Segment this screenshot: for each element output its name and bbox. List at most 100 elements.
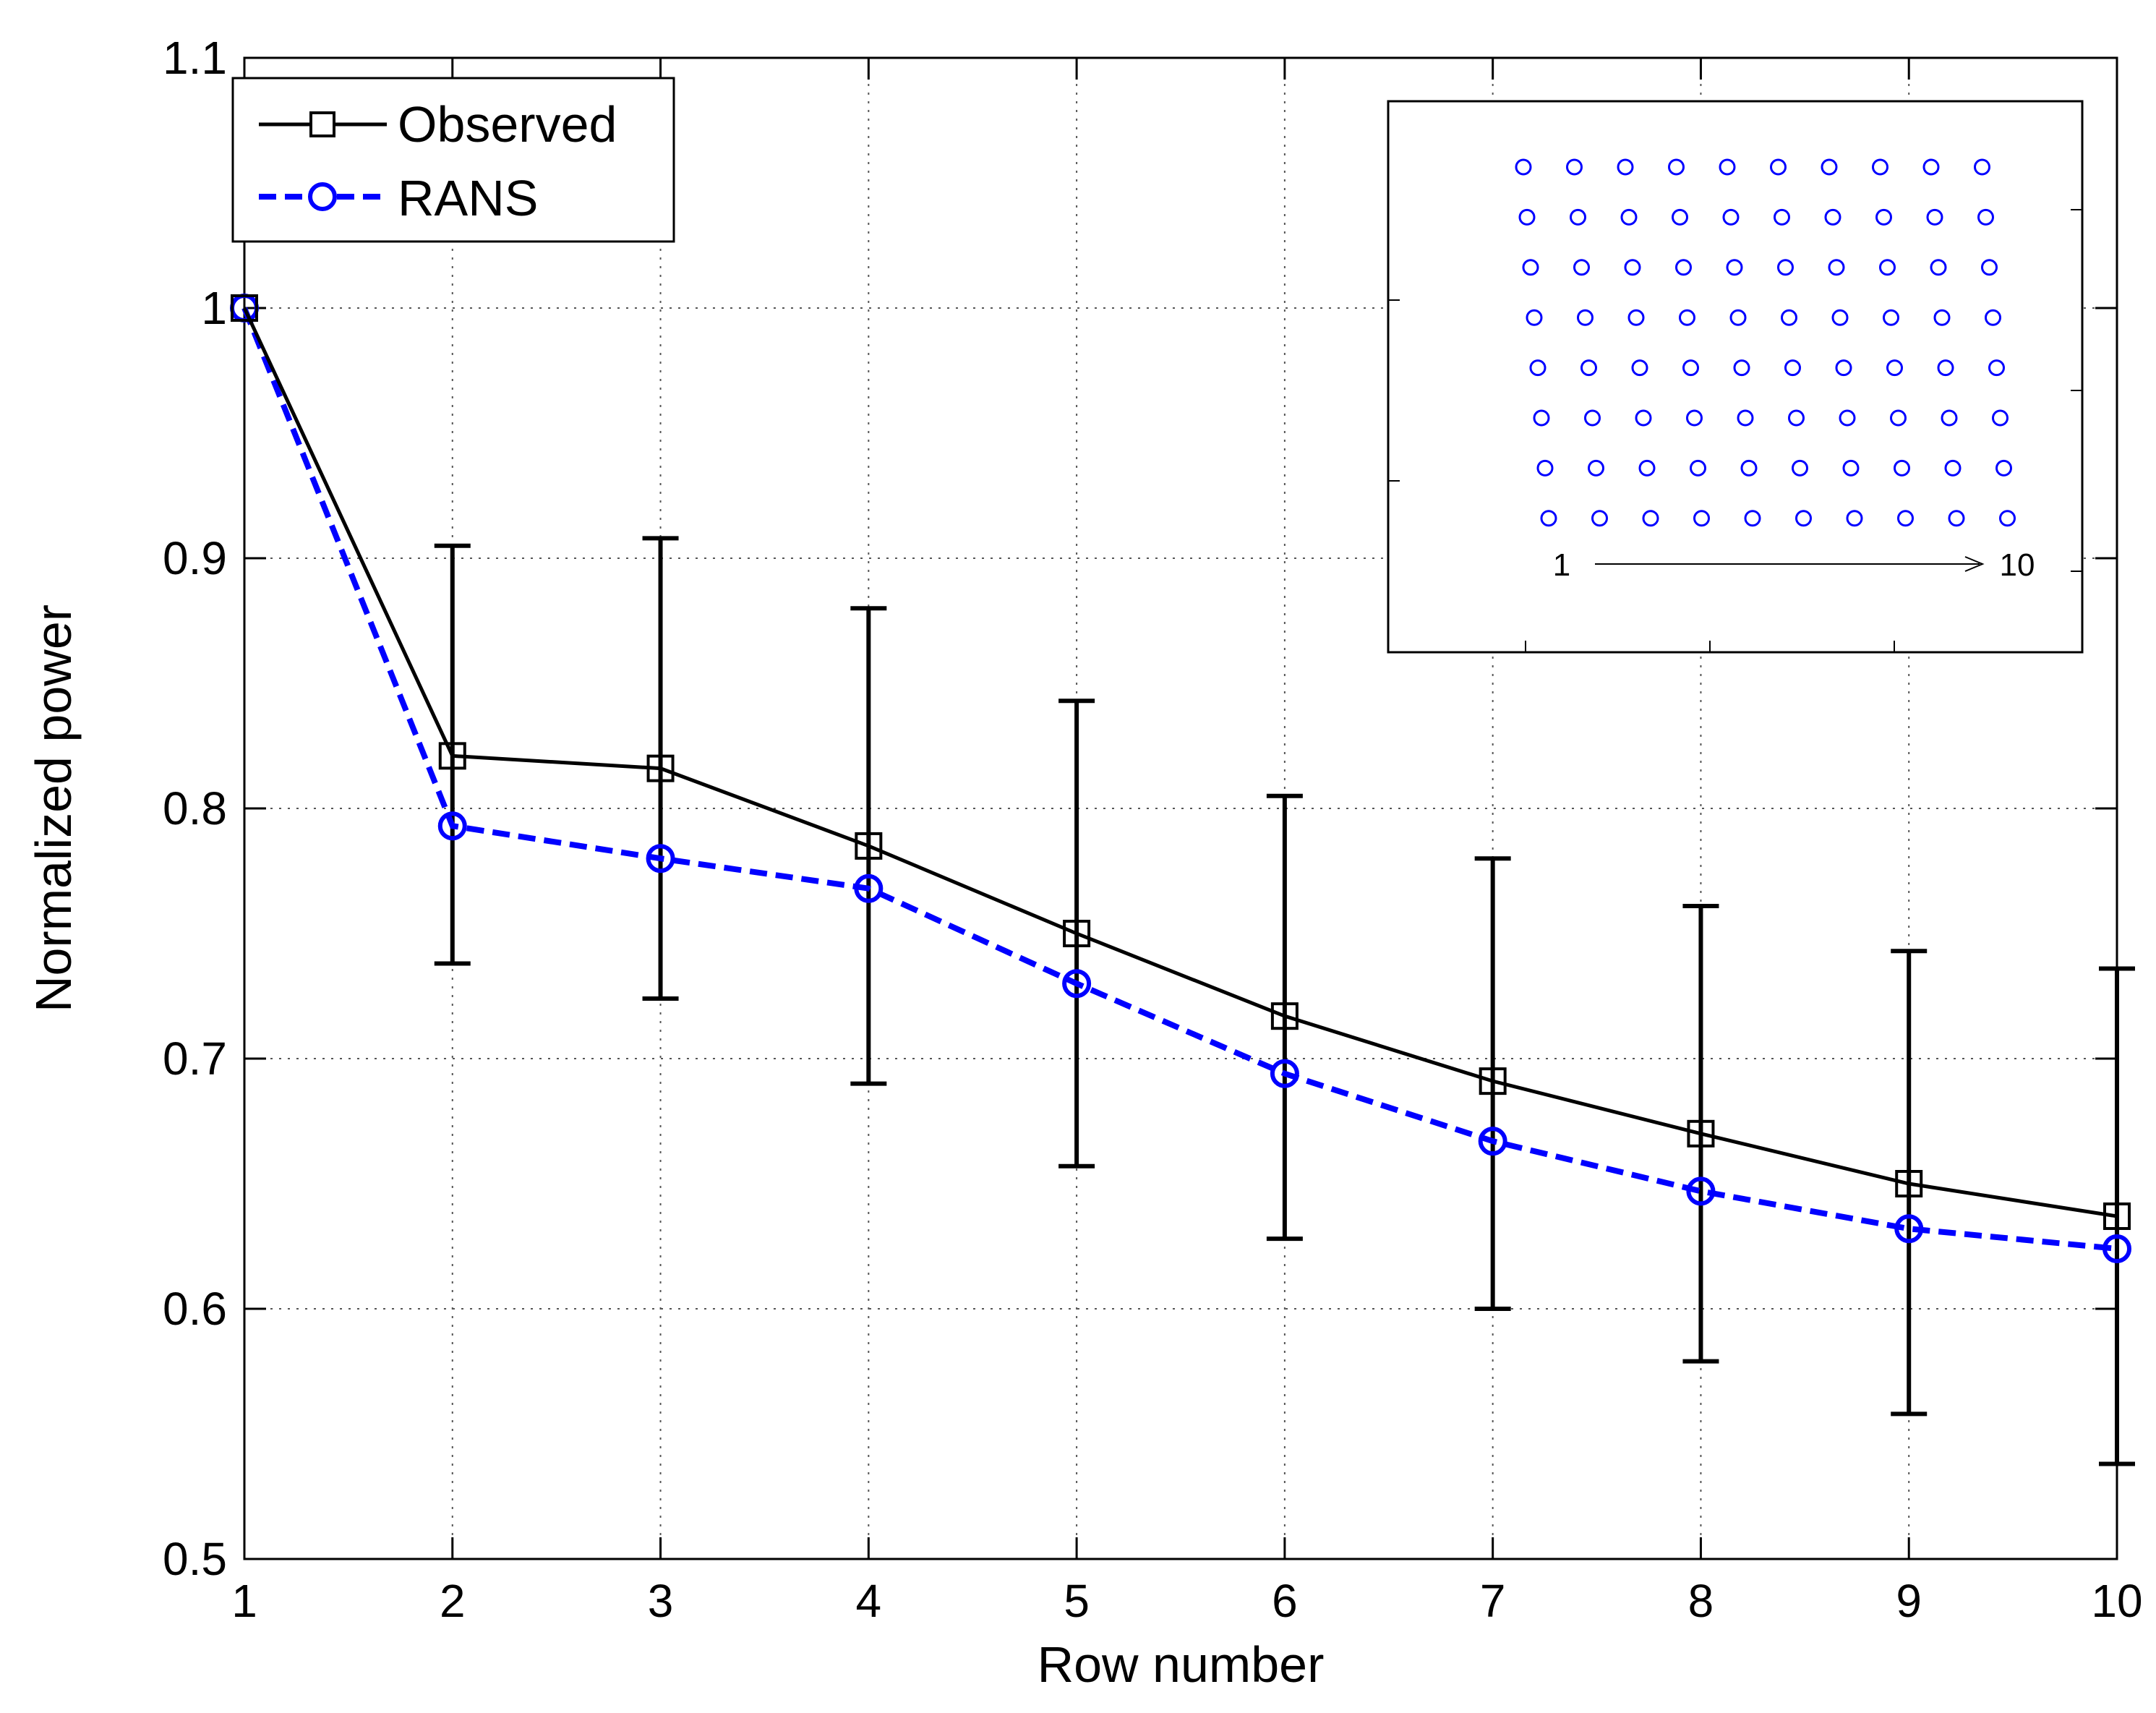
inset-turbine [1573, 259, 1590, 276]
inset-turbine [1668, 158, 1685, 176]
x-tick-label: 6 [1272, 1575, 1298, 1627]
inset-turbine [1777, 259, 1794, 276]
inset-turbine [1995, 459, 2012, 477]
inset-turbine [1883, 309, 1899, 326]
inset-turbine [1679, 309, 1695, 326]
inset-turbine [1875, 208, 1892, 226]
x-tick-label: 7 [1480, 1575, 1506, 1627]
legend-observed-marker [309, 111, 335, 137]
inset-frame [1387, 100, 2084, 654]
inset-label-end: 10 [2000, 547, 2035, 583]
legend-box [231, 77, 675, 243]
inset-turbine [1999, 510, 2016, 527]
inset-turbine [1526, 309, 1543, 326]
observed-point [1063, 920, 1091, 947]
inset-turbine [1580, 359, 1597, 377]
inset-turbine [1529, 359, 1547, 377]
y-tick-label: 0.8 [163, 782, 227, 834]
inset-turbine [1566, 158, 1583, 176]
series-line-rans [241, 307, 2118, 1252]
x-tick-label: 9 [1896, 1575, 1922, 1627]
inset-turbine [1922, 158, 1940, 176]
rans-point [1686, 1176, 1716, 1206]
inset-turbine [1831, 309, 1849, 326]
inset-turbine [1631, 359, 1648, 377]
inset-turbine [1941, 409, 1958, 427]
inset-turbine [1522, 259, 1539, 276]
inset-turbine [1839, 409, 1856, 427]
inset-turbine [1733, 359, 1750, 377]
y-tick-label: 0.7 [163, 1033, 227, 1085]
observed-point [1270, 1002, 1299, 1030]
inset-turbine [1540, 510, 1557, 527]
inset-turbine [1981, 259, 1998, 276]
inset-turbine [1515, 158, 1532, 176]
inset-turbine [1824, 208, 1841, 226]
inset-turbine [1948, 510, 1965, 527]
y-tick-label: 0.6 [163, 1283, 227, 1335]
inset-turbine [1518, 208, 1536, 226]
x-axis-label: Row number [1038, 1636, 1325, 1693]
inset-turbine [1944, 459, 1962, 477]
x-tick-label: 10 [2091, 1575, 2142, 1627]
observed-point [646, 754, 675, 782]
inset-turbine [1792, 459, 1808, 477]
inset-turbine [1672, 208, 1688, 226]
inset-turbine [1821, 158, 1838, 176]
inset-turbine [1617, 158, 1634, 176]
inset-label-start: 1 [1553, 547, 1570, 583]
x-tick-label: 8 [1688, 1575, 1714, 1627]
y-tick-label: 1 [201, 282, 227, 334]
inset-turbine [1788, 409, 1805, 427]
inset-turbine [1635, 409, 1652, 427]
inset-turbine [1744, 510, 1761, 527]
inset-turbine [1722, 208, 1740, 226]
inset-turbine [1933, 309, 1951, 326]
rans-point [2102, 1234, 2131, 1263]
inset-turbine [1781, 309, 1797, 326]
y-tick-label: 0.5 [163, 1533, 227, 1585]
inset-turbine [1926, 208, 1943, 226]
inset-turbine [1729, 309, 1747, 326]
inset-layout-panel: 1 10 [1387, 100, 2084, 654]
y-axis-label: Normalized power [25, 605, 82, 1012]
series-group [230, 294, 2131, 1263]
rans-point [1270, 1059, 1299, 1088]
x-tick-label: 2 [440, 1575, 466, 1627]
inset-turbine [1890, 409, 1907, 427]
inset-arrow-head [1964, 556, 1985, 572]
x-tick-label: 3 [648, 1575, 674, 1627]
inset-turbine [1638, 459, 1656, 477]
inset-turbine [1974, 158, 1990, 176]
x-tick-label: 4 [856, 1575, 882, 1627]
observed-point [855, 832, 883, 860]
inset-turbine [1588, 459, 1604, 477]
inset-turbine [1835, 359, 1852, 377]
inset-turbine [1584, 409, 1601, 427]
inset-turbine [1693, 510, 1710, 527]
inset-turbine [1624, 259, 1641, 276]
observed-point [1479, 1067, 1507, 1095]
inset-turbine [1620, 208, 1638, 226]
axis-ticks: 1 2 3 4 5 6 7 8 9 10 0.5 0.6 0.7 0.8 0.9 1 1.1 [163, 32, 2143, 1627]
y-tick-label: 0.9 [163, 532, 227, 584]
inset-turbine [1627, 309, 1645, 326]
observed-point [438, 742, 466, 770]
y-tick-label: 1.1 [163, 32, 227, 84]
inset-turbine [1737, 409, 1754, 427]
inset-turbine [1985, 309, 2001, 326]
inset-turbine [1977, 208, 1994, 226]
inset-turbine [1591, 510, 1608, 527]
inset-turbine [1784, 359, 1801, 377]
inset-turbine [1675, 259, 1692, 276]
inset-turbine [1570, 208, 1586, 226]
observed-point [1687, 1119, 1715, 1148]
x-tick-label: 1 [231, 1575, 257, 1627]
rans-point [437, 811, 467, 841]
inset-turbine [1886, 359, 1903, 377]
x-tick-label: 5 [1064, 1575, 1090, 1627]
inset-turbine [1992, 409, 2009, 427]
inset-turbine [1828, 259, 1845, 276]
legend-label-rans: RANS [398, 170, 538, 226]
legend-rans-marker [308, 182, 337, 211]
